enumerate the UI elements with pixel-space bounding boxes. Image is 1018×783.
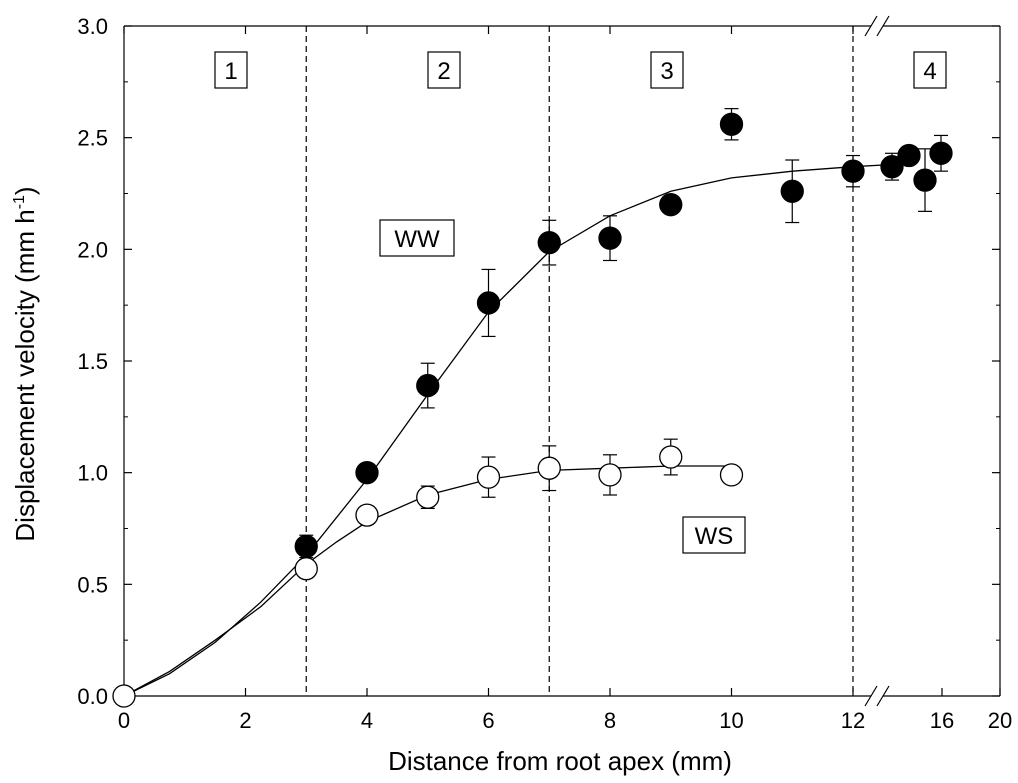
data-point-ws — [659, 445, 683, 469]
zone-label: 2 — [437, 58, 450, 85]
data-point-ws — [416, 485, 440, 509]
y-tick-label: 0.0 — [77, 684, 108, 709]
axes-layer: 0.00.51.01.52.02.53.00 2 4 6 8 10 12 16 20 — [77, 14, 1012, 733]
x-tick-label: 0 — [118, 708, 130, 733]
data-point-ws — [112, 684, 136, 708]
x-tick-label: 8 — [604, 708, 616, 733]
data-point-ws — [598, 463, 622, 487]
data-point-ww — [355, 461, 379, 485]
data-point-ww — [897, 143, 921, 168]
axis-break-mark — [876, 15, 890, 37]
data-point-ww — [476, 291, 501, 315]
data-point-ww — [659, 193, 683, 217]
x-tick-label: 4 — [361, 708, 373, 733]
data-point-ws — [537, 456, 561, 480]
y-axis-label-sup: -1 — [11, 195, 28, 209]
zone-label-box — [650, 51, 684, 89]
data-point-ws — [355, 503, 379, 527]
series-label-box — [379, 219, 455, 257]
x-tick-label: 20 — [988, 708, 1012, 733]
data-point-ww — [880, 155, 904, 179]
zone-label: 4 — [923, 58, 936, 85]
x-axis-label: Distance from root apex (mm) — [388, 746, 732, 776]
zones-layer: 1 2 3 4 — [214, 26, 947, 696]
data-point-ww — [598, 226, 622, 250]
zone-label: 3 — [660, 58, 673, 85]
zone-label: 1 — [224, 58, 237, 85]
x-tick-label: 6 — [482, 708, 494, 733]
series-label: WS — [695, 523, 734, 550]
data-point-ww — [929, 141, 953, 165]
zone-label-box — [913, 51, 947, 89]
data-point-ww — [294, 534, 318, 559]
y-axis-label-close: ) — [10, 186, 40, 195]
y-tick-label: 0.5 — [77, 572, 108, 597]
y-tick-label: 2.5 — [77, 126, 108, 151]
series-label-box — [682, 516, 746, 554]
y-tick-label: 3.0 — [77, 14, 108, 39]
data-point-ww — [719, 112, 744, 136]
zone-label-box — [427, 51, 461, 89]
marks-layer: WW WS — [112, 108, 953, 708]
data-point-ww — [913, 168, 937, 192]
data-point-ws — [476, 465, 501, 489]
data-point-ws — [294, 557, 318, 581]
data-point-ww — [780, 179, 804, 203]
y-axis-label: Displacement velocity (mm h-1) — [10, 186, 40, 541]
data-point-ww — [841, 159, 865, 183]
y-tick-label: 1.0 — [77, 461, 108, 486]
y-tick-label: 1.5 — [77, 349, 108, 374]
data-point-ww — [537, 230, 561, 255]
axis-break-mark — [864, 15, 878, 37]
x-tick-label: 2 — [239, 708, 251, 733]
x-tick-label: 10 — [719, 708, 743, 733]
data-point-ws — [719, 463, 744, 487]
axis-break-mark — [876, 685, 890, 707]
series-label: WW — [394, 226, 440, 253]
data-point-ww — [416, 373, 440, 398]
zone-label-box — [214, 51, 248, 89]
y-axis-label-main: Displacement velocity (mm h — [10, 209, 40, 541]
axis-break-mark — [864, 685, 878, 707]
y-tick-label: 2.0 — [77, 237, 108, 262]
x-tick-label: 16 — [930, 708, 954, 733]
x-tick-label: 12 — [841, 708, 865, 733]
fit-curve-ww — [123, 163, 915, 697]
fit-layer — [123, 163, 915, 697]
